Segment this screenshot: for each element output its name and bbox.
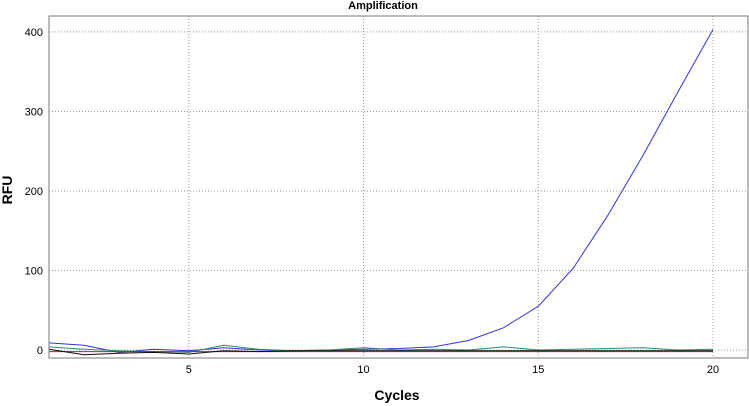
y-tick-label: 200 — [25, 186, 43, 198]
y-tick-label: 100 — [25, 266, 43, 278]
chart-title: Amplification — [348, 0, 418, 12]
plot-area-frame — [48, 15, 749, 359]
grid-lines — [49, 16, 748, 358]
y-tick-label: 300 — [25, 106, 43, 118]
y-axis-label: RFU — [0, 176, 15, 205]
x-tick-label: 5 — [186, 364, 192, 376]
x-axis-label: Cycles — [374, 387, 419, 403]
y-tick-label: 0 — [37, 345, 43, 357]
series-lines — [48, 29, 714, 356]
x-tick-label: 10 — [357, 364, 369, 376]
y-tick-label: 400 — [25, 27, 43, 39]
series-line-4 — [48, 348, 713, 356]
x-tick-label: 20 — [707, 364, 719, 376]
x-tick-label: 15 — [532, 364, 544, 376]
